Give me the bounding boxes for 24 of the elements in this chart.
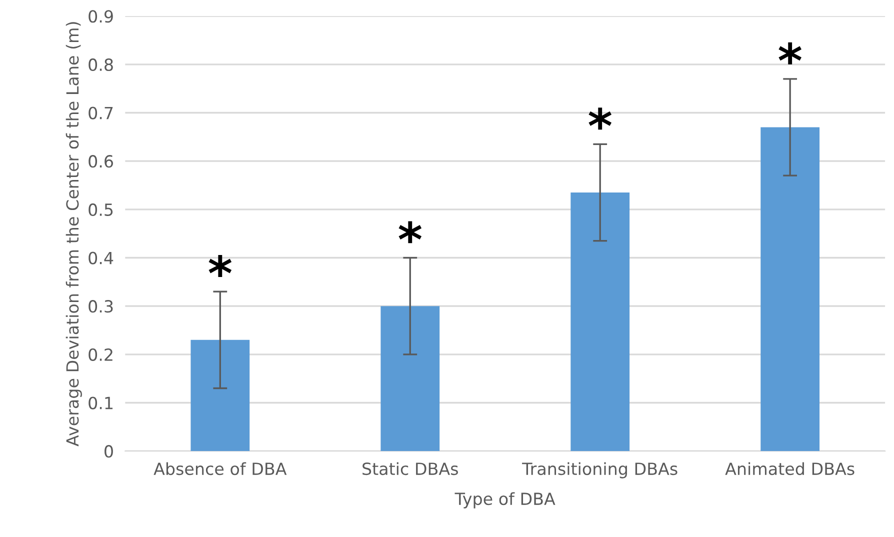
y-tick-label: 0	[104, 445, 113, 458]
y-tick-label: 0.7	[88, 106, 113, 120]
bar	[760, 127, 820, 452]
bar	[380, 306, 440, 452]
bar	[190, 340, 250, 452]
y-tick-label: 0.5	[88, 203, 113, 216]
y-tick-label: 0.3	[88, 300, 113, 313]
annotation: *	[588, 108, 612, 130]
annotation: *	[208, 255, 232, 277]
y-tick-label: 0.9	[88, 10, 113, 23]
bar	[570, 192, 630, 452]
x-axis-title: Type of DBA	[454, 492, 556, 508]
y-tick-label: 0.4	[88, 252, 114, 264]
y-tick-label: 0.6	[88, 155, 113, 168]
y-axis-title: Average Deviation from the Center of the Lane (m)	[66, 22, 82, 446]
y-tick-label: 0.1	[88, 396, 113, 410]
y-tick-label: 0.8	[88, 58, 113, 72]
y-tick-label: 0.2	[88, 348, 112, 361]
x-tick-label: Animated DBAs	[725, 462, 854, 476]
x-tick-label: Static DBAs	[362, 462, 458, 476]
x-tick-label: Transitioning DBAs	[522, 462, 678, 478]
x-tick-label: Absence of DBA	[154, 462, 287, 476]
annotation: *	[778, 42, 802, 64]
annotation: *	[398, 221, 422, 244]
